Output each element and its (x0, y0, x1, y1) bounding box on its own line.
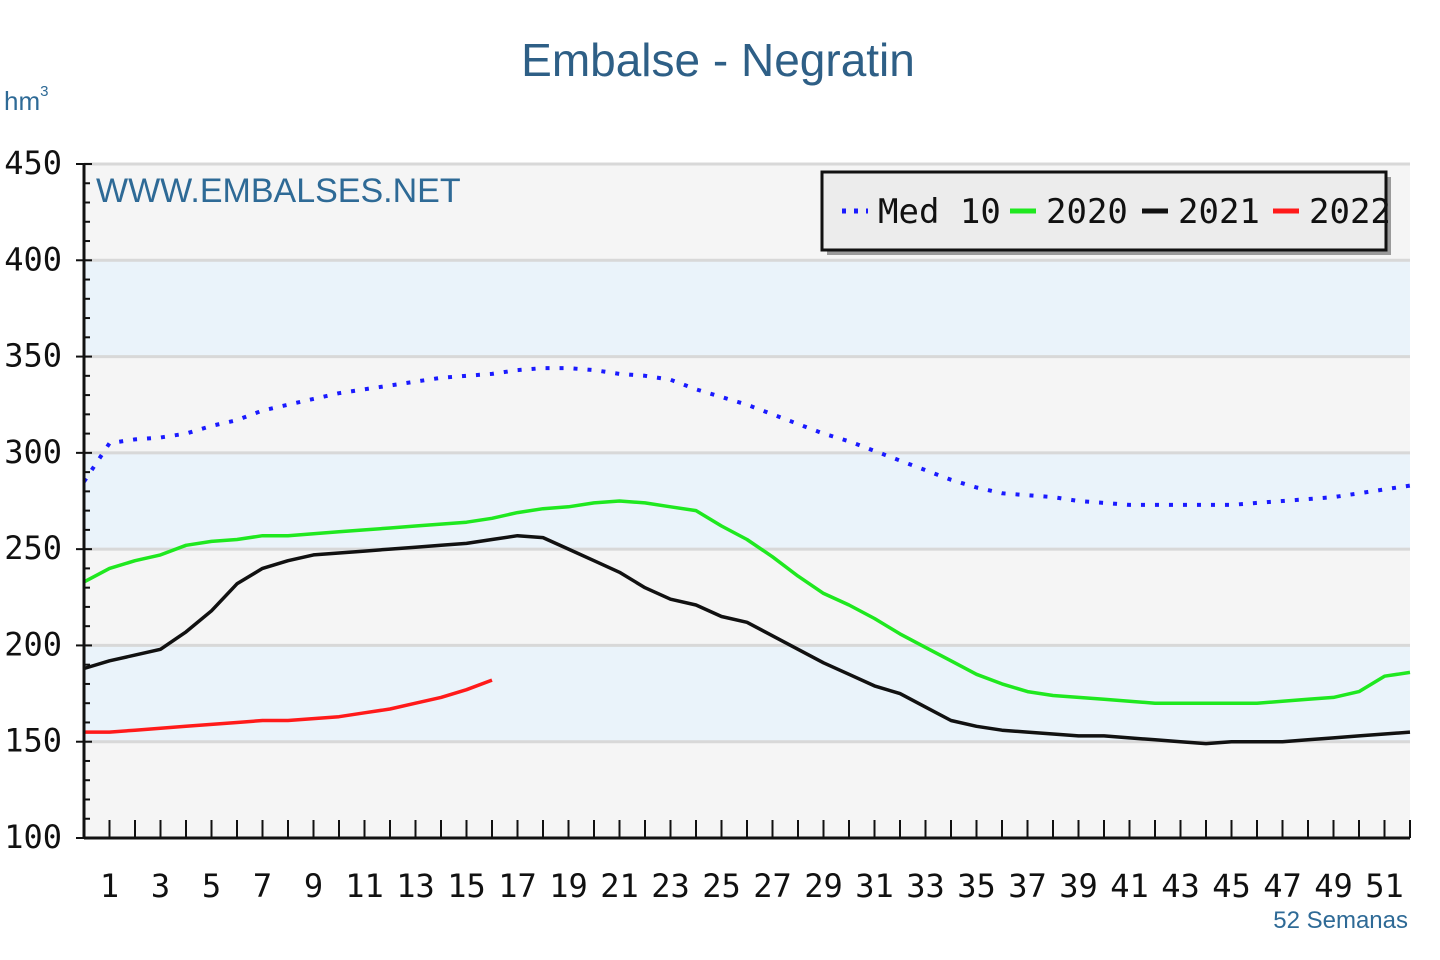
watermark: WWW.EMBALSES.NET (96, 172, 461, 210)
x-tick-label: 41 (1110, 867, 1149, 905)
x-tick-label: 47 (1263, 867, 1302, 905)
legend-label: 2020 (1046, 192, 1128, 232)
band-0 (84, 645, 1410, 742)
legend: Med 10 2020 2021 2022 (820, 170, 1391, 255)
x-tick-label: 39 (1059, 867, 1098, 905)
y-tick-label: 400 (4, 240, 62, 278)
x-tick-label: 23 (651, 867, 690, 905)
gridlines (84, 162, 1410, 744)
x-tick-labels: 1 3 5 7 9 11 13 15 17 19 21 23 25 27 29 31 33 35 37 39 41 43 4… (100, 867, 1404, 905)
x-tick-label: 45 (1212, 867, 1251, 905)
x-tick-label: 31 (855, 867, 894, 905)
series-lines (82, 366, 1411, 746)
x-tick-label: 35 (957, 867, 996, 905)
y-tick-labels: 100 150 200 250 300 350 400 450 (4, 144, 62, 856)
y-unit-superscript: 3 (40, 83, 48, 100)
x-axis-label: 52 Semanas (1273, 907, 1408, 934)
y-tick-label: 200 (4, 625, 62, 663)
x-tick-label: 37 (1008, 867, 1047, 905)
band-2 (84, 260, 1410, 357)
legend-label: 2022 (1309, 192, 1391, 232)
axes (76, 163, 1411, 840)
x-tick-label: 15 (447, 867, 486, 905)
x-tick-label: 25 (702, 867, 741, 905)
x-tick-label: 11 (345, 867, 384, 905)
x-tick-label: 5 (202, 867, 221, 905)
x-tick-label: 49 (1314, 867, 1353, 905)
x-tick-label: 27 (753, 867, 792, 905)
series-2021-line (83, 533, 1411, 746)
x-tick-label: 29 (804, 867, 843, 905)
y-tick-label: 300 (4, 433, 62, 471)
y-unit-label: hm3 (4, 83, 48, 116)
x-tick-label: 9 (304, 867, 323, 905)
y-tick-label: 150 (4, 722, 62, 760)
x-tick-label: 13 (396, 867, 435, 905)
x-tick-label: 43 (1161, 867, 1200, 905)
x-tick-label: 51 (1365, 867, 1404, 905)
x-tick-label: 17 (498, 867, 537, 905)
y-unit-base: hm (4, 86, 40, 116)
x-tick-label: 3 (151, 867, 170, 905)
x-tick-label: 1 (100, 867, 119, 905)
series-2020-line (83, 499, 1411, 705)
plot-bands (84, 260, 1410, 742)
y-tick-label: 450 (4, 144, 62, 182)
chart-title: Embalse - Negratin (521, 34, 915, 86)
x-tick-label: 21 (600, 867, 639, 905)
y-tick-label: 250 (4, 529, 62, 567)
x-tick-label: 33 (906, 867, 945, 905)
legend-label: 2021 (1178, 192, 1260, 232)
y-tick-label: 350 (4, 337, 62, 375)
legend-label: Med 10 (878, 192, 1001, 232)
series-2022-line (84, 678, 493, 734)
y-tick-label: 100 (4, 818, 62, 856)
x-tick-label: 7 (253, 867, 272, 905)
x-tick-label: 19 (549, 867, 588, 905)
